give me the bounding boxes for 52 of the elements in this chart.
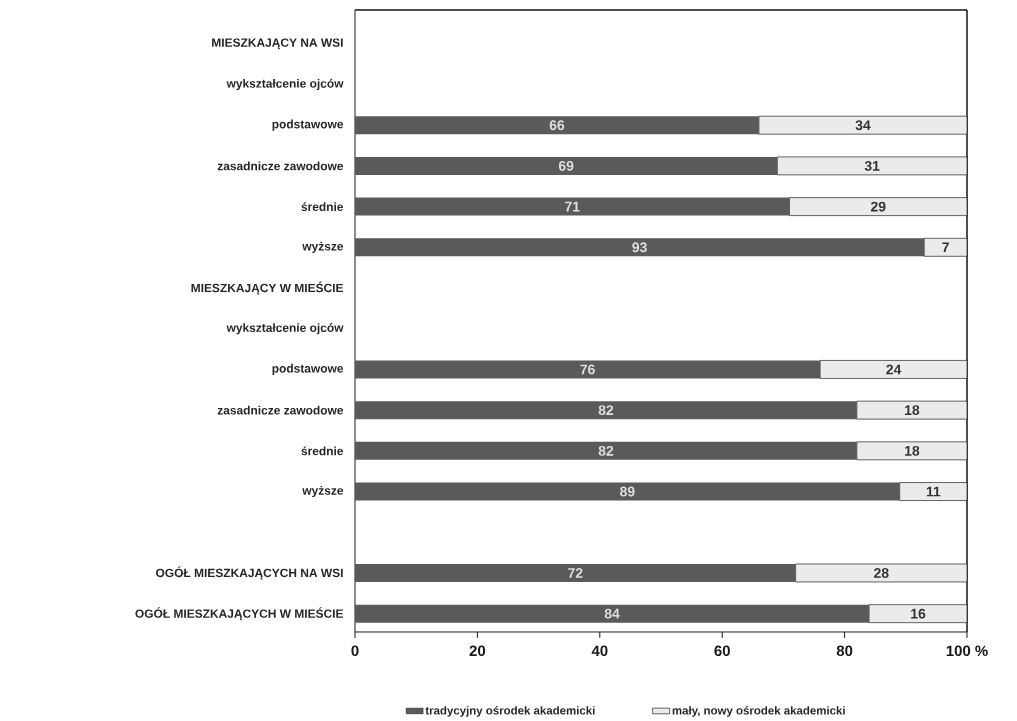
y-tick-label: wyższe [302,241,344,253]
data-label: 18 [905,405,920,416]
data-label: 66 [549,120,565,131]
bar [355,482,900,501]
bar [355,604,870,623]
y-tick-label: podstawowe [272,119,344,131]
data-label: 28 [874,568,889,578]
bar [355,238,925,257]
data-label: 7 [942,242,949,253]
y-tick-label: średnie [301,446,344,456]
bar [355,197,790,216]
data-label: 89 [620,486,635,497]
data-label: 82 [598,445,614,456]
y-tick-label: wykształcenie ojców [226,323,344,335]
data-label: 29 [870,201,886,212]
bar [355,360,821,379]
bar [355,441,857,460]
bar [355,116,759,135]
x-tick-label: 40 [591,645,608,657]
y-tick-label: OGÓŁ MIESZKAJĄCYCH NA WSI [156,566,343,580]
y-tick-label: zasadnicze zawodowe [217,161,344,171]
y-tick-label: wykształcenie ojców [226,78,344,91]
y-tick-label: MIESZKAJĄCY W MIEŚCIE [191,281,343,295]
y-tick-label: podstawowe [272,363,344,375]
y-tick-label: wyższe [302,485,344,498]
data-label: 76 [580,364,595,375]
y-tick-label: zasadnicze zawodowe [217,405,344,415]
data-label: 72 [568,568,583,578]
data-label: 16 [911,608,926,619]
data-label: 11 [926,486,941,497]
x-tick-label: 60 [714,645,730,657]
data-label: 69 [558,160,574,171]
data-label: 31 [864,160,880,171]
x-tick-label: 100 % [946,645,988,657]
data-label: 93 [632,242,647,253]
data-label: 71 [565,201,580,212]
x-tick-label: 80 [836,645,853,657]
x-tick-label: 0 [351,645,359,657]
legend-label: tradycyjny ośrodek akademicki [425,706,595,717]
data-label: 84 [604,608,620,619]
bar [355,401,857,420]
x-tick-label: 20 [469,645,486,657]
data-label: 24 [886,364,902,375]
data-label: 34 [855,120,871,131]
legend-label: mały, nowy ośrodek akademicki [672,706,845,717]
data-label: 82 [598,405,614,416]
bar [355,563,796,582]
y-tick-label: OGÓŁ MIESZKAJĄCYCH W MIEŚCIE [135,607,344,621]
y-tick-label: MIESZKAJĄCY NA WSI [212,38,343,50]
data-label: 18 [905,445,920,456]
y-tick-label: średnie [301,202,344,212]
bar [355,156,778,175]
